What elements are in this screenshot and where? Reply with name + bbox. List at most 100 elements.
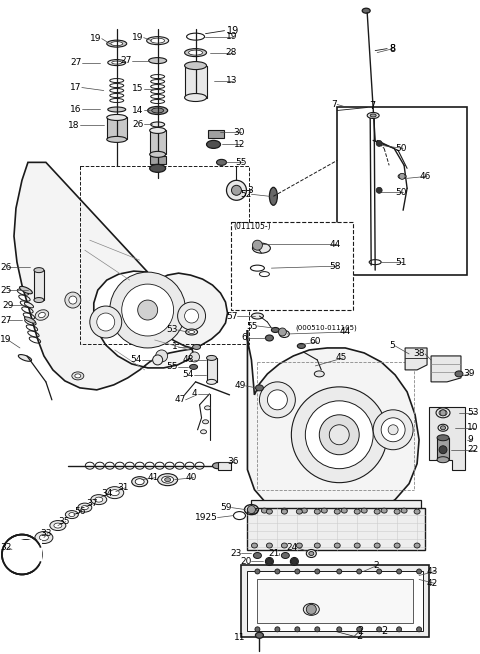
- Circle shape: [266, 559, 272, 564]
- Text: (011105-): (011105-): [233, 222, 271, 231]
- Text: 44: 44: [329, 239, 340, 249]
- Ellipse shape: [112, 61, 122, 64]
- Circle shape: [305, 401, 373, 469]
- Ellipse shape: [50, 521, 66, 530]
- Ellipse shape: [398, 174, 406, 179]
- Ellipse shape: [374, 509, 380, 514]
- Ellipse shape: [157, 473, 178, 486]
- Text: 20: 20: [240, 557, 252, 566]
- Ellipse shape: [24, 302, 34, 308]
- Circle shape: [388, 425, 398, 435]
- Ellipse shape: [265, 335, 274, 341]
- Ellipse shape: [309, 551, 314, 555]
- Ellipse shape: [265, 557, 274, 566]
- Text: 1925: 1925: [195, 513, 217, 522]
- Ellipse shape: [150, 128, 166, 133]
- Text: 14: 14: [132, 106, 144, 115]
- Ellipse shape: [190, 364, 198, 370]
- Text: 44: 44: [339, 328, 350, 337]
- Ellipse shape: [275, 569, 280, 574]
- Ellipse shape: [281, 553, 289, 559]
- Ellipse shape: [414, 543, 420, 548]
- Text: 45: 45: [335, 353, 347, 362]
- Bar: [80, 166, 250, 344]
- Text: 13: 13: [226, 76, 237, 85]
- Text: 60: 60: [309, 337, 321, 347]
- Ellipse shape: [34, 298, 44, 303]
- Circle shape: [440, 410, 446, 416]
- Ellipse shape: [206, 379, 216, 385]
- Circle shape: [190, 352, 200, 362]
- Bar: [252, 500, 421, 522]
- Ellipse shape: [185, 94, 206, 101]
- Ellipse shape: [186, 329, 198, 335]
- Text: 26: 26: [132, 120, 144, 129]
- Circle shape: [381, 418, 405, 441]
- Circle shape: [319, 415, 359, 455]
- Ellipse shape: [296, 509, 302, 514]
- Circle shape: [278, 328, 287, 336]
- Ellipse shape: [334, 543, 340, 548]
- Text: 5: 5: [389, 341, 395, 351]
- Bar: [241, 566, 429, 637]
- Text: 19: 19: [226, 32, 237, 41]
- Text: 35: 35: [58, 517, 70, 526]
- Text: 16: 16: [70, 105, 82, 114]
- Bar: [231, 222, 353, 310]
- Text: 57: 57: [226, 311, 238, 320]
- Polygon shape: [248, 330, 419, 522]
- Ellipse shape: [149, 58, 167, 63]
- Ellipse shape: [295, 569, 300, 574]
- Bar: [248, 572, 423, 631]
- Ellipse shape: [75, 374, 81, 378]
- Text: 58: 58: [329, 262, 341, 271]
- Ellipse shape: [69, 513, 75, 517]
- Ellipse shape: [54, 523, 62, 528]
- Text: 38: 38: [414, 349, 425, 358]
- Ellipse shape: [417, 569, 421, 574]
- Polygon shape: [14, 162, 228, 390]
- Circle shape: [376, 187, 382, 194]
- Text: 8: 8: [389, 44, 395, 54]
- Text: 54: 54: [182, 370, 193, 379]
- Bar: [34, 270, 44, 300]
- Ellipse shape: [108, 60, 126, 65]
- Ellipse shape: [437, 435, 449, 441]
- Circle shape: [248, 506, 255, 513]
- Ellipse shape: [354, 509, 360, 514]
- Bar: [437, 438, 449, 460]
- Text: 37: 37: [86, 499, 97, 508]
- Text: 55: 55: [236, 158, 247, 167]
- Text: 4: 4: [192, 389, 198, 398]
- Circle shape: [329, 425, 349, 445]
- Ellipse shape: [135, 479, 144, 485]
- Ellipse shape: [266, 543, 272, 548]
- Text: 53: 53: [467, 408, 479, 417]
- Text: 26: 26: [0, 263, 12, 271]
- Ellipse shape: [314, 543, 320, 548]
- Text: 2: 2: [373, 561, 379, 570]
- Circle shape: [231, 185, 241, 196]
- Ellipse shape: [185, 48, 206, 57]
- Ellipse shape: [370, 114, 376, 117]
- Ellipse shape: [321, 508, 327, 513]
- Ellipse shape: [275, 627, 280, 632]
- Circle shape: [291, 559, 297, 564]
- Circle shape: [153, 355, 163, 365]
- Ellipse shape: [108, 107, 126, 112]
- Ellipse shape: [213, 462, 223, 469]
- Text: 7: 7: [369, 101, 375, 111]
- Ellipse shape: [315, 627, 320, 632]
- Text: 50: 50: [395, 188, 407, 197]
- Ellipse shape: [295, 627, 300, 632]
- Ellipse shape: [255, 385, 264, 391]
- Circle shape: [90, 306, 122, 338]
- Ellipse shape: [361, 508, 367, 513]
- Ellipse shape: [24, 317, 36, 323]
- Ellipse shape: [150, 164, 166, 173]
- Bar: [185, 65, 206, 97]
- Ellipse shape: [396, 627, 402, 632]
- Ellipse shape: [301, 508, 307, 513]
- Ellipse shape: [38, 313, 45, 318]
- Bar: [150, 130, 166, 154]
